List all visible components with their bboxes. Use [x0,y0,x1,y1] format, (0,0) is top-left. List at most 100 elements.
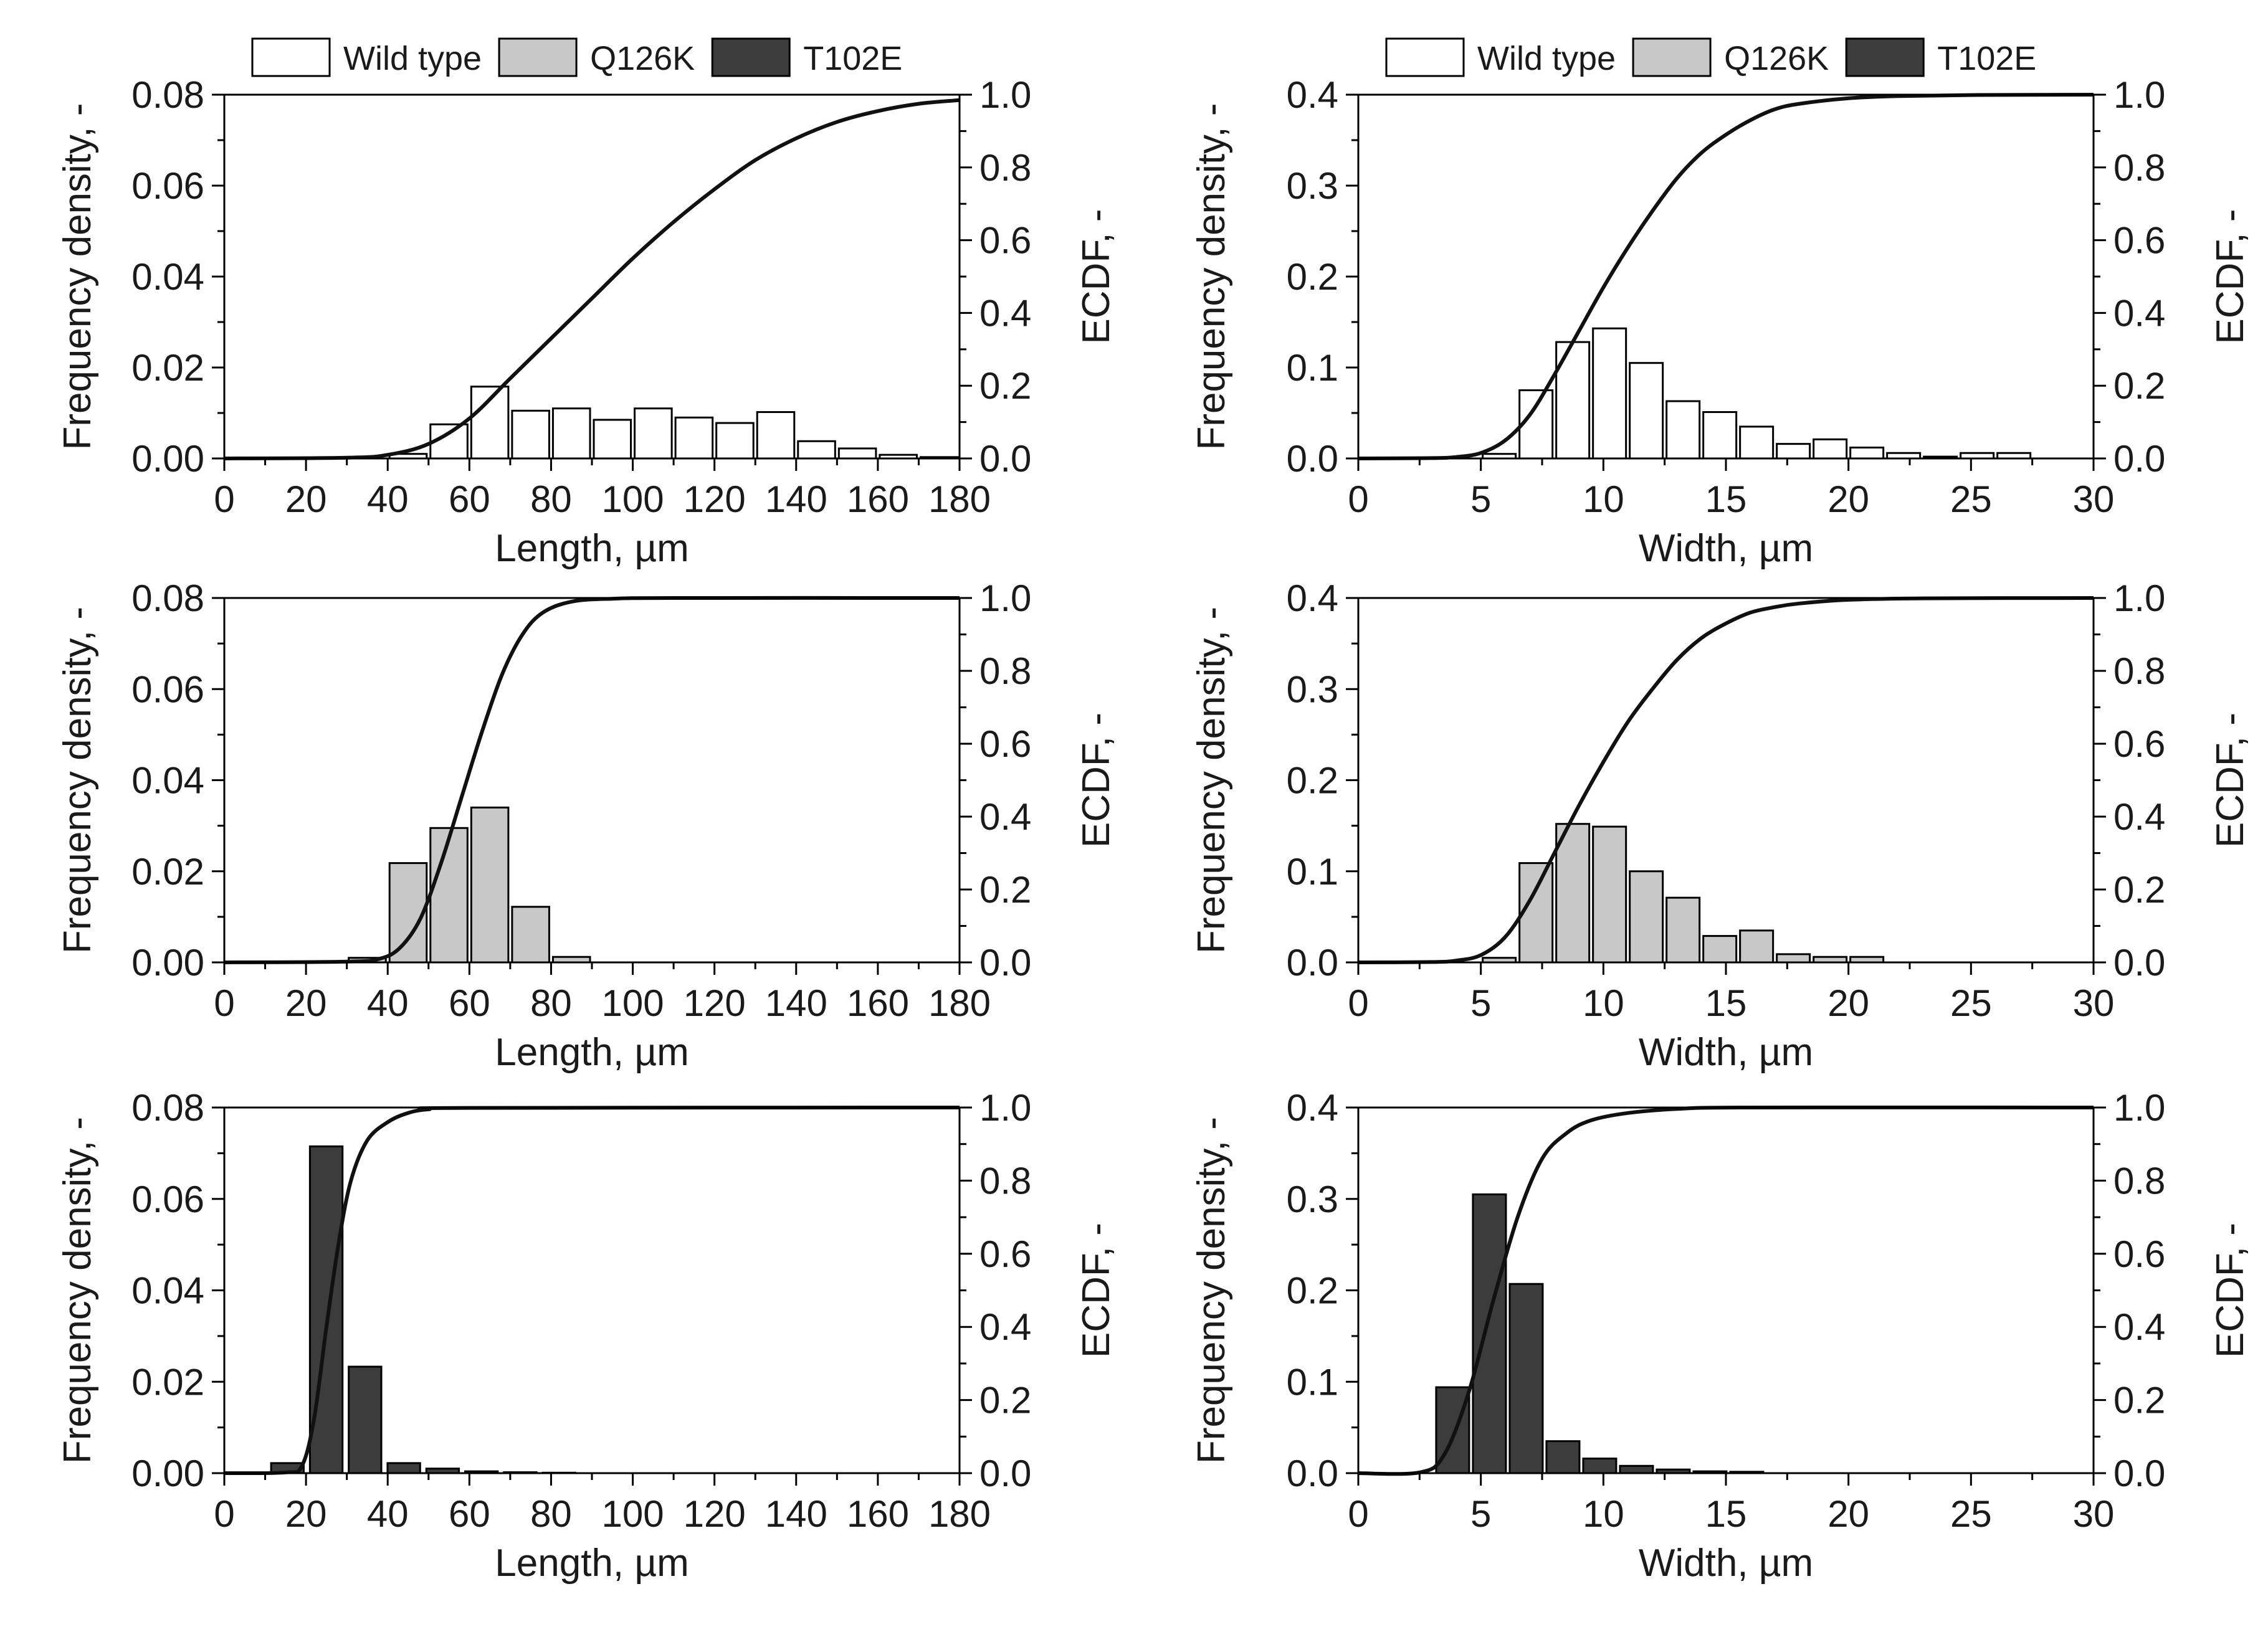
y2-tick-label: 0.4 [979,292,1031,334]
x-tick-label: 140 [765,478,827,520]
histogram-bar [386,1462,421,1474]
histogram-bar [1472,1193,1507,1474]
legend-swatch [1845,37,1925,77]
y-tick-label: 0.08 [131,74,204,116]
x-tick-label: 0 [214,478,234,520]
y-axis-title: Frequency density, - [56,607,99,954]
x-tick-label: 60 [449,982,490,1024]
x-axis-title: Width, µm [1639,1031,1813,1074]
y2-axis-title: ECDF, - [1075,713,1118,848]
histogram-bar [1702,935,1738,964]
legend-label: T102E [1937,40,2036,77]
y2-tick-label: 0.2 [2113,869,2165,911]
histogram-bar [1629,362,1664,460]
y2-tick-label: 0.4 [979,796,1031,838]
y-tick-label: 0.00 [131,942,204,984]
y2-tick-label: 1.0 [2113,1087,2165,1129]
x-tick-label: 140 [765,1493,827,1535]
y-tick-label: 0.02 [131,1361,204,1403]
y-axis-title: Frequency density, - [56,103,99,450]
x-tick-label: 100 [602,1493,664,1535]
ecdf-line [1358,596,2094,964]
histogram-bar [1619,1464,1654,1474]
y-tick-label: 0.08 [131,577,204,619]
histogram-bar [1739,929,1775,964]
y2-tick-label: 0.6 [979,723,1031,765]
legend-swatch [1385,37,1465,77]
x-tick-label: 10 [1583,1493,1624,1535]
x-tick-label: 0 [1348,982,1368,1024]
histogram-bar [1849,446,1885,460]
legend-swatch [251,37,331,77]
x-tick-label: 20 [285,982,327,1024]
x-tick-label: 10 [1583,982,1624,1024]
histogram-bar [511,409,550,460]
y-tick-label: 0.4 [1287,577,1338,619]
y2-tick-label: 0.8 [2113,147,2165,189]
histogram-bar [1518,389,1554,460]
x-tick-label: 20 [1827,478,1869,520]
histogram-bar [593,419,632,460]
y2-tick-label: 1.0 [2113,577,2165,619]
legend-right: Wild type Q126K T102E [1385,37,2036,77]
x-axis-title: Width, µm [1639,527,1813,570]
y2-tick-label: 0.4 [2113,292,2165,334]
histogram-bar [1592,825,1627,964]
y2-tick-label: 0.0 [2113,1453,2165,1494]
y-tick-label: 0.4 [1287,74,1338,116]
y-tick-label: 0.06 [131,165,204,207]
y-tick-label: 0.02 [131,347,204,389]
chart-length-wild-type: 0 20 40 60 80 100 120 140 160 180 0.00 0.02 0.04 0.06… [56,74,1118,570]
y-tick-label: 0.2 [1287,256,1338,298]
y2-tick-label: 0.6 [2113,1233,2165,1275]
y2-tick-label: 0.8 [2113,650,2165,692]
histogram-bar [1508,1283,1544,1474]
x-tick-label: 5 [1470,982,1491,1024]
y2-axis-title: ECDF, - [1075,1223,1118,1358]
chart-length-t102e: 0 20 40 60 80 100 120 140 160 180 0.00 0.02 0.04 0.06… [56,1087,1118,1585]
y2-tick-label: 0.6 [979,1233,1031,1275]
y-tick-label: 0.2 [1287,1270,1338,1312]
x-tick-label: 15 [1705,1493,1747,1535]
histogram-bar [388,862,428,964]
x-tick-label: 30 [2073,478,2115,520]
x-tick-label: 80 [530,982,572,1024]
y2-tick-label: 0.0 [979,438,1031,480]
legend-swatch [711,37,791,77]
legend-label: Wild type [1477,40,1616,77]
legend-swatch [1632,37,1712,77]
x-tick-label: 25 [1950,478,1992,520]
x-axis-title: Length, µm [495,1542,688,1585]
legend-label: T102E [803,40,902,77]
x-axis-title: Length, µm [495,1031,688,1074]
x-tick-label: 0 [1348,1493,1368,1535]
y-tick-label: 0.08 [131,1087,204,1129]
histogram-bar [470,806,510,964]
legend-label: Q126K [1724,40,1829,77]
chart-width-q126k: 0 5 10 15 20 25 300.00.10.20.30.40.00.20.40.60… [1190,577,2252,1074]
y-tick-label: 0.0 [1287,1453,1338,1494]
histogram-bar [511,906,550,964]
histogram-bar [1665,400,1701,460]
y2-tick-label: 0.6 [2113,220,2165,262]
ecdf-line [1358,93,2094,460]
x-tick-label: 80 [530,478,572,520]
x-tick-label: 25 [1950,982,1992,1024]
y-tick-label: 0.2 [1287,760,1338,802]
histogram-bar [348,1365,383,1474]
x-tick-label: 40 [367,478,409,520]
legend-swatch [498,37,578,77]
histogram-bar [1702,411,1738,460]
y2-tick-label: 0.0 [979,942,1031,984]
y-tick-label: 0.04 [131,1270,204,1312]
legend-left: Wild type Q126K T102E [251,37,902,77]
legend-label: Wild type [343,40,482,77]
x-tick-label: 100 [602,982,664,1024]
x-tick-label: 25 [1950,1493,1992,1535]
y2-tick-label: 0.6 [2113,723,2165,765]
y2-tick-label: 1.0 [979,74,1031,116]
panels: 0 20 40 60 80 100 120 140 160 1800.000.020.040.06… [56,74,2252,1585]
x-tick-label: 15 [1705,982,1747,1024]
x-tick-label: 0 [1348,478,1368,520]
